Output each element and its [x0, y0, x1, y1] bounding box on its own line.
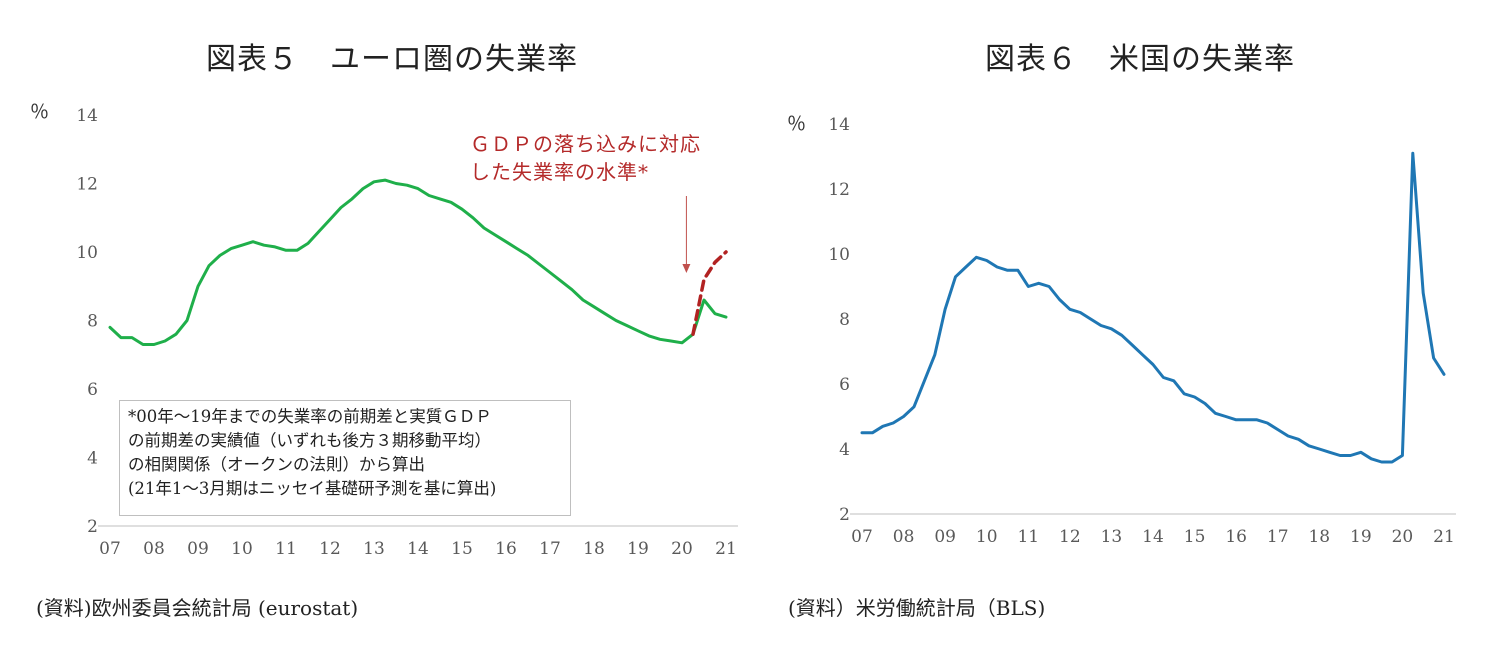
note-line: の相関関係（オークンの法則）から算出	[128, 455, 425, 474]
x-tick-label: 16	[495, 539, 517, 559]
y-tick-label: 4	[87, 449, 98, 469]
y-tick-label: 12	[76, 175, 98, 195]
x-tick-label: 12	[1059, 527, 1081, 547]
x-tick-label: 08	[143, 539, 165, 559]
x-tick-label: 11	[1017, 527, 1039, 547]
note-line: (21年1～3月期はニッセイ基礎研予測を基に算出)	[128, 479, 497, 498]
x-tick-label: 14	[407, 539, 429, 559]
annotation-line: した失業率の水準*	[470, 160, 649, 184]
gdp-annotation: ＧＤＰの落ち込みに対応 した失業率の水準*	[470, 130, 701, 186]
x-tick-label: 16	[1225, 527, 1247, 547]
x-tick-label: 09	[934, 527, 956, 547]
x-tick-label: 15	[1184, 527, 1206, 547]
y-tick-label: 8	[839, 310, 850, 330]
annotation-arrowhead	[682, 264, 691, 273]
us-chart-panel: 図表６ 米国の失業率 ％ 2 4 6 8 10 12 14 07 08 09 10 11 12 13 14 15…	[760, 0, 1507, 661]
x-tick-label: 09	[187, 539, 209, 559]
x-tick-label: 10	[231, 539, 253, 559]
y-tick-label: 8	[87, 312, 98, 332]
chart-title: 図表６ 米国の失業率	[985, 42, 1295, 77]
x-tick-label: 20	[1392, 527, 1414, 547]
chart-title: 図表５ ユーロ圏の失業率	[206, 42, 578, 77]
annotation-line: ＧＤＰの落ち込みに対応	[470, 132, 701, 156]
unit-label: ％	[787, 113, 806, 135]
x-tick-label: 07	[99, 539, 121, 559]
x-tick-label: 17	[1267, 527, 1289, 547]
x-tick-label: 13	[363, 539, 385, 559]
euro-chart-panel: 図表５ ユーロ圏の失業率 ％ 2 4 6 8 10 12 14 07 08 09 10 11 12 13 14…	[30, 42, 738, 620]
y-tick-label: 14	[76, 106, 98, 126]
y-tick-label: 12	[828, 180, 850, 200]
euro-unemployment-chart: ％ 2 4 6 8 10 12 14 07 08 09 10 11 12 13 14 15 16 17 18 19 20 2…	[30, 101, 738, 559]
unemployment-series-line	[860, 151, 1446, 464]
y-tick-label: 10	[828, 245, 850, 265]
source-note: (資料)欧州委員会統計局 (eurostat)	[36, 596, 359, 620]
x-tick-label: 12	[319, 539, 341, 559]
x-tick-label: 15	[451, 539, 473, 559]
x-tick-label: 21	[1433, 527, 1455, 547]
unit-label: ％	[30, 101, 49, 123]
note-line: の前期差の実績値（いずれも後方３期移動平均）	[128, 431, 491, 450]
x-tick-label: 20	[671, 539, 693, 559]
us-unemployment-chart: ％ 2 4 6 8 10 12 14 07 08 09 10 11 12 13 14 15 16 17 18 19 20 2…	[787, 113, 1456, 547]
x-tick-label: 11	[275, 539, 297, 559]
x-tick-label: 17	[539, 539, 561, 559]
x-tick-label: 18	[583, 539, 605, 559]
y-tick-label: 14	[828, 115, 850, 135]
unemployment-series-line	[108, 178, 728, 346]
x-tick-label: 08	[893, 527, 915, 547]
x-tick-label: 19	[627, 539, 649, 559]
y-tick-label: 4	[839, 440, 850, 460]
x-tick-label: 14	[1142, 527, 1164, 547]
y-tick-label: 6	[87, 380, 98, 400]
x-tick-label: 13	[1101, 527, 1123, 547]
source-note: (資料）米労働統計局（BLS)	[788, 596, 1046, 620]
x-tick-label: 10	[976, 527, 998, 547]
x-tick-label: 07	[851, 527, 873, 547]
gdp-implied-series-line	[691, 250, 728, 336]
note-line: *00年～19年までの失業率の前期差と実質ＧＤＰ	[128, 407, 492, 426]
x-tick-label: 18	[1308, 527, 1330, 547]
x-tick-label: 21	[715, 539, 737, 559]
method-note-box: *00年～19年までの失業率の前期差と実質ＧＤＰ の前期差の実績値（いずれも後方…	[119, 400, 571, 516]
y-tick-label: 10	[76, 243, 98, 263]
y-tick-label: 2	[839, 505, 850, 525]
x-tick-label: 19	[1350, 527, 1372, 547]
y-tick-label: 2	[87, 517, 98, 537]
y-tick-label: 6	[839, 375, 850, 395]
